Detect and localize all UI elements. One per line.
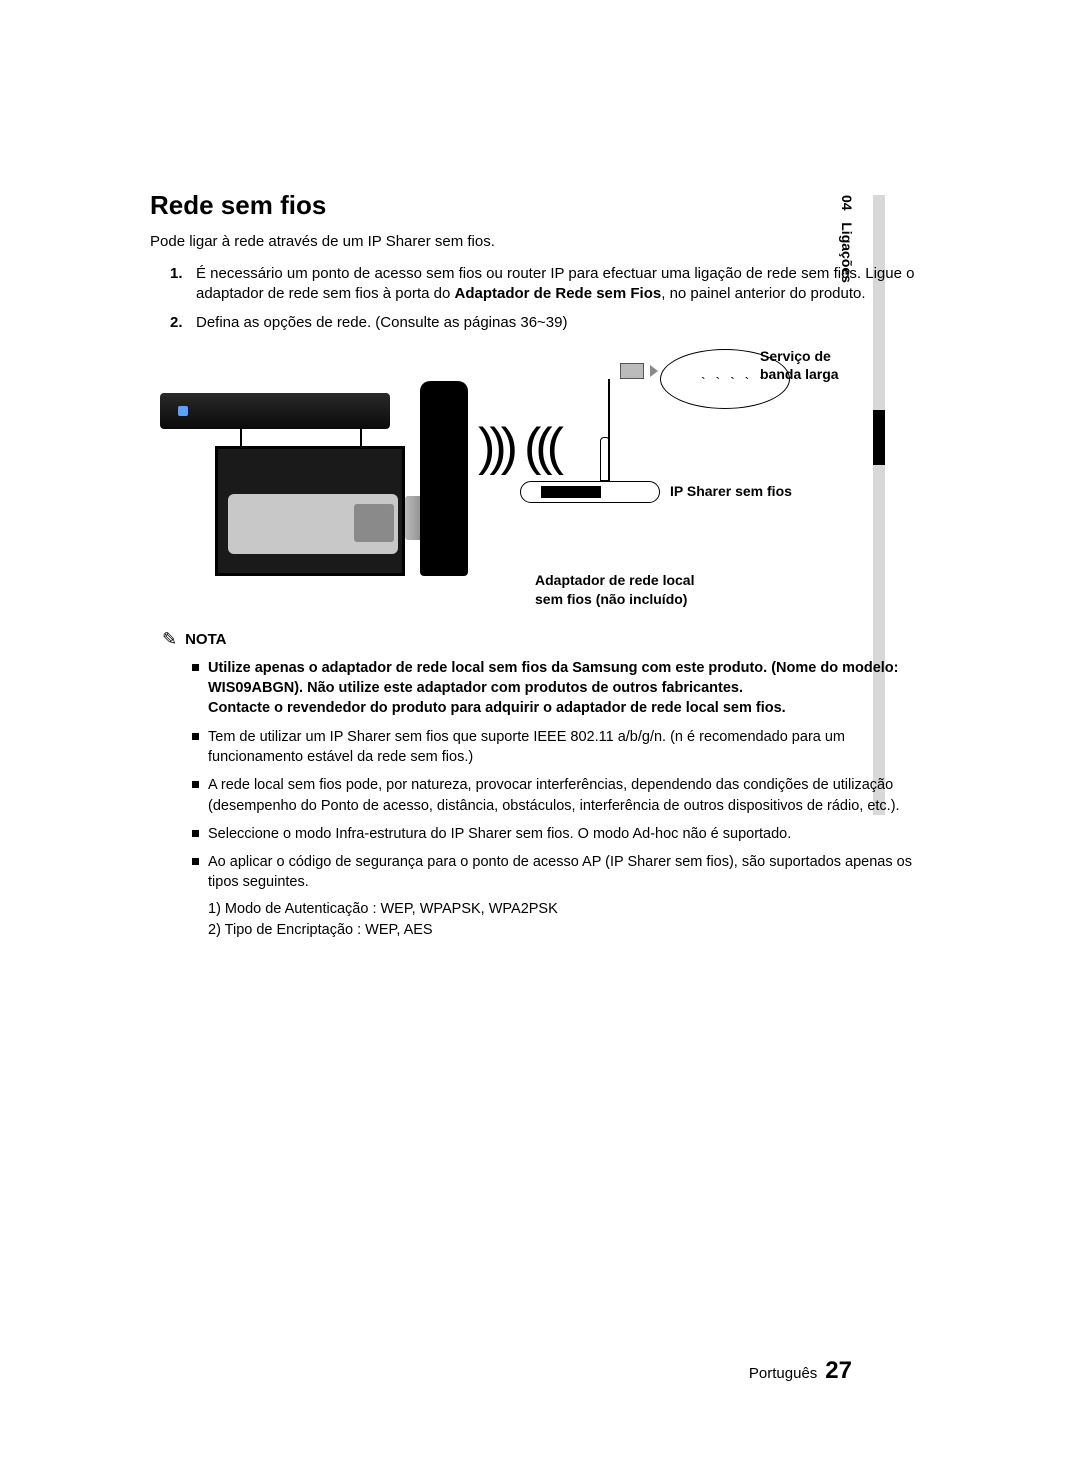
note-text: Tem de utilizar um IP Sharer sem fios qu…: [208, 729, 845, 765]
device-player: [160, 393, 390, 429]
step-item: 1. É necessário um ponto de acesso sem f…: [170, 264, 930, 305]
step-text-after: , no painel anterior do produto.: [661, 285, 865, 302]
note-text: Utilize apenas o adaptador de rede local…: [208, 660, 899, 717]
steps-list: 1. É necessário um ponto de acesso sem f…: [150, 264, 930, 333]
note-text: Seleccione o modo Infra-estrutura do IP …: [208, 826, 791, 842]
connection-diagram: ))) ))) IP Sharer sem fios Serviço de ba…: [160, 341, 840, 611]
wireless-adapter: [420, 381, 468, 576]
callout-connector: [240, 429, 242, 446]
note-icon: ✎: [162, 629, 177, 650]
step-number: 2.: [170, 313, 183, 333]
ip-sharer-label: IP Sharer sem fios: [670, 483, 792, 499]
adapter-label: Adaptador de rede local sem fios (não in…: [535, 571, 694, 609]
note-item: A rede local sem fios pode, por natureza…: [192, 775, 930, 816]
wireless-signal-icon: ))): [530, 421, 564, 473]
step-bold: Adaptador de Rede sem Fios: [455, 285, 662, 302]
callout-connector: [360, 429, 362, 446]
note-item: Ao aplicar o código de segurança para o …: [192, 852, 930, 942]
arrow-icon: [650, 365, 658, 377]
page-number: 27: [825, 1357, 852, 1385]
usb-port: [354, 504, 394, 542]
note-item: Seleccione o modo Infra-estrutura do IP …: [192, 824, 930, 844]
note-item: Tem de utilizar um IP Sharer sem fios qu…: [192, 727, 930, 768]
modem-icon: [620, 363, 644, 379]
page-footer: Português 27: [749, 1357, 852, 1385]
note-sublist: 1) Modo de Autenticação : WEP, WPAPSK, W…: [208, 899, 930, 943]
note-text: A rede local sem fios pode, por natureza…: [208, 777, 900, 813]
intro-text: Pode ligar à rede através de um IP Share…: [150, 233, 930, 250]
sublist-item: 1) Modo de Autenticação : WEP, WPAPSK, W…: [208, 899, 930, 921]
ip-sharer-router: [520, 481, 660, 503]
note-item: Utilize apenas o adaptador de rede local…: [192, 658, 930, 719]
connection-line: [608, 379, 610, 481]
device-closeup: [215, 446, 405, 576]
broadband-label: Serviço de banda larga: [760, 347, 839, 383]
footer-language: Português: [749, 1365, 817, 1382]
notes-list: Utilize apenas o adaptador de rede local…: [150, 658, 930, 942]
sublist-item: 2) Tipo de Encriptação : WEP, AES: [208, 920, 930, 942]
step-item: 2. Defina as opções de rede. (Consulte a…: [170, 313, 930, 333]
page-title: Rede sem fios: [150, 190, 930, 221]
note-text: Ao aplicar o código de segurança para o …: [208, 854, 912, 890]
note-heading: ✎ NOTA: [150, 629, 930, 650]
step-text: Defina as opções de rede. (Consulte as p…: [196, 314, 568, 331]
step-number: 1.: [170, 264, 183, 284]
note-label: NOTA: [185, 631, 226, 648]
wireless-signal-icon: ))): [478, 421, 512, 473]
